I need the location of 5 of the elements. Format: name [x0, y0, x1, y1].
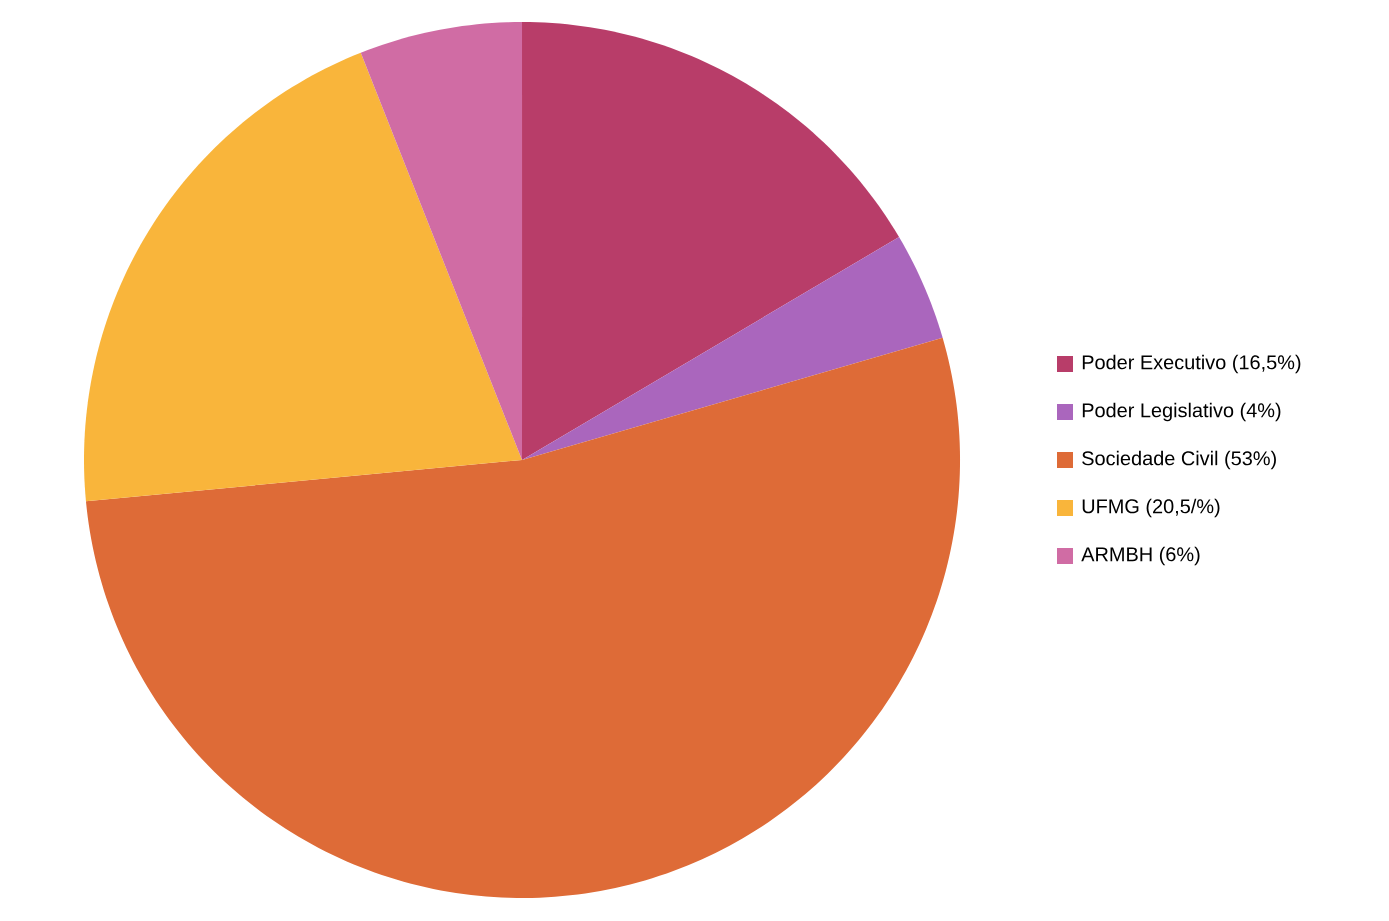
legend-label: Poder Legislativo (4%)	[1082, 402, 1281, 422]
legend-label: ARMBH (6%)	[1081, 546, 1200, 566]
legend-label: UFMG (20,5/%)	[1082, 498, 1220, 518]
legend-label: Poder Executivo (16,5%)	[1082, 354, 1301, 374]
legend-label: Sociedade Civil (53%)	[1082, 450, 1276, 470]
